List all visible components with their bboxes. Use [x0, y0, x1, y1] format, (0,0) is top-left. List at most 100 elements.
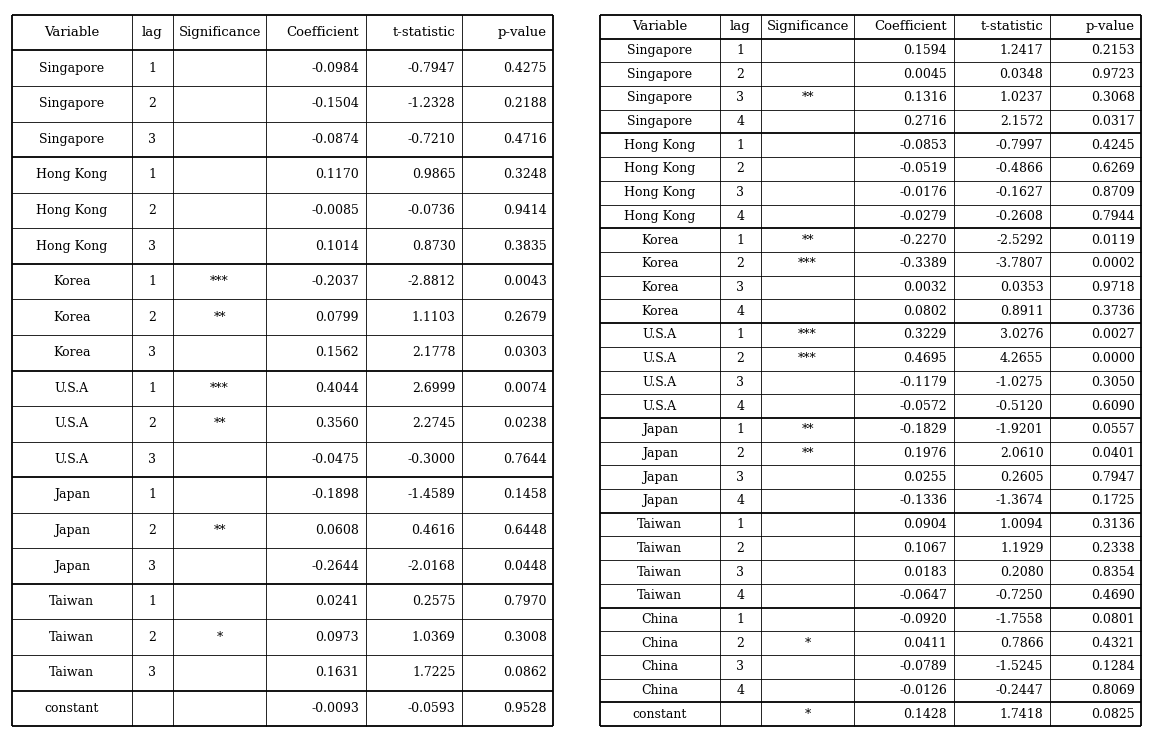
Text: -0.0984: -0.0984	[311, 62, 359, 75]
Text: 0.0027: 0.0027	[1092, 328, 1135, 342]
Text: Singapore: Singapore	[39, 133, 104, 146]
Text: p-value: p-value	[1086, 20, 1135, 33]
Text: -0.7210: -0.7210	[408, 133, 455, 146]
Text: -0.0789: -0.0789	[899, 660, 947, 674]
Text: 0.3736: 0.3736	[1091, 305, 1135, 318]
Text: Hong Kong: Hong Kong	[36, 204, 107, 217]
Text: 2: 2	[149, 97, 157, 110]
Text: 0.8354: 0.8354	[1091, 565, 1135, 579]
Text: Taiwan: Taiwan	[50, 595, 95, 608]
Text: 2.2745: 2.2745	[412, 417, 455, 431]
Text: 0.9718: 0.9718	[1092, 281, 1135, 294]
Text: 0.0045: 0.0045	[903, 67, 947, 81]
Text: 0.6090: 0.6090	[1091, 399, 1135, 413]
Text: -0.1829: -0.1829	[899, 423, 947, 436]
Text: -0.0475: -0.0475	[311, 453, 359, 466]
Text: 0.1170: 0.1170	[315, 168, 359, 182]
Text: Korea: Korea	[641, 281, 678, 294]
Text: Korea: Korea	[53, 310, 90, 324]
Text: U.S.A: U.S.A	[642, 376, 677, 389]
Text: Taiwan: Taiwan	[638, 589, 683, 602]
Text: 0.0043: 0.0043	[503, 275, 547, 288]
Text: 0.2338: 0.2338	[1091, 542, 1135, 555]
Text: 2: 2	[149, 631, 157, 644]
Text: China: China	[641, 684, 678, 697]
Text: ***: ***	[210, 275, 229, 288]
Text: China: China	[641, 637, 678, 650]
Text: **: **	[801, 447, 814, 460]
Text: 1: 1	[737, 233, 745, 247]
Text: Japan: Japan	[642, 447, 678, 460]
Text: -0.0736: -0.0736	[407, 204, 455, 217]
Text: 1.0369: 1.0369	[412, 631, 455, 644]
Text: 1.0237: 1.0237	[1000, 91, 1043, 104]
Text: 0.7644: 0.7644	[503, 453, 547, 466]
Text: 0.2188: 0.2188	[503, 97, 547, 110]
Text: 2: 2	[737, 447, 745, 460]
Text: 3: 3	[149, 453, 157, 466]
Text: -0.0176: -0.0176	[899, 186, 947, 199]
Text: 0.7866: 0.7866	[1000, 637, 1043, 650]
Text: -0.0853: -0.0853	[899, 139, 947, 152]
Text: 0.4044: 0.4044	[315, 382, 359, 395]
Text: -2.0168: -2.0168	[407, 559, 455, 573]
Text: Singapore: Singapore	[627, 44, 692, 57]
Text: 2: 2	[737, 637, 745, 650]
Text: 3: 3	[737, 186, 745, 199]
Text: 0.4695: 0.4695	[904, 352, 947, 365]
Text: Korea: Korea	[641, 233, 678, 247]
Text: U.S.A: U.S.A	[642, 352, 677, 365]
Text: -0.1504: -0.1504	[311, 97, 359, 110]
Text: 0.2153: 0.2153	[1092, 44, 1135, 57]
Text: 3: 3	[737, 376, 745, 389]
Text: 0.3008: 0.3008	[503, 631, 547, 644]
Text: 0.3560: 0.3560	[315, 417, 359, 431]
Text: -0.2608: -0.2608	[995, 210, 1043, 223]
Text: 1: 1	[149, 62, 157, 75]
Text: 0.1284: 0.1284	[1091, 660, 1135, 674]
Text: 0.3248: 0.3248	[503, 168, 547, 182]
Text: 2.6999: 2.6999	[412, 382, 455, 395]
Text: Taiwan: Taiwan	[50, 666, 95, 679]
Text: 1.7418: 1.7418	[1000, 708, 1043, 721]
Text: 4: 4	[737, 115, 745, 128]
Text: *: *	[805, 708, 811, 721]
Text: -2.5292: -2.5292	[996, 233, 1043, 247]
Text: -0.3389: -0.3389	[899, 257, 947, 270]
Text: 0.1976: 0.1976	[904, 447, 947, 460]
Text: 0.0973: 0.0973	[316, 631, 359, 644]
Text: -2.8812: -2.8812	[408, 275, 455, 288]
Text: 4: 4	[737, 305, 745, 318]
Text: 3: 3	[737, 565, 745, 579]
Text: 3.0276: 3.0276	[1000, 328, 1043, 342]
Text: Korea: Korea	[641, 257, 678, 270]
Text: 0.7944: 0.7944	[1092, 210, 1135, 223]
Text: 0.6448: 0.6448	[503, 524, 547, 537]
Text: Coefficient: Coefficient	[286, 26, 359, 39]
Text: 1.1929: 1.1929	[1000, 542, 1043, 555]
Text: 0.3835: 0.3835	[503, 239, 547, 253]
Text: 0.8709: 0.8709	[1092, 186, 1135, 199]
Text: -0.7947: -0.7947	[408, 62, 455, 75]
Text: 1.7225: 1.7225	[412, 666, 455, 679]
Text: 2: 2	[737, 67, 745, 81]
Text: U.S.A: U.S.A	[54, 453, 89, 466]
Text: 0.0000: 0.0000	[1091, 352, 1135, 365]
Text: 0.0802: 0.0802	[903, 305, 947, 318]
Text: -0.0920: -0.0920	[899, 613, 947, 626]
Text: 0.4245: 0.4245	[1092, 139, 1135, 152]
Text: U.S.A: U.S.A	[54, 417, 89, 431]
Text: -0.7250: -0.7250	[996, 589, 1043, 602]
Text: 0.8730: 0.8730	[412, 239, 455, 253]
Text: **: **	[801, 91, 814, 104]
Text: -0.0279: -0.0279	[899, 210, 947, 223]
Text: 0.0411: 0.0411	[903, 637, 947, 650]
Text: -0.0874: -0.0874	[311, 133, 359, 146]
Text: 0.0557: 0.0557	[1092, 423, 1135, 436]
Text: Japan: Japan	[642, 423, 678, 436]
Text: -0.7997: -0.7997	[996, 139, 1043, 152]
Text: 0.2575: 0.2575	[412, 595, 455, 608]
Text: t-statistic: t-statistic	[393, 26, 455, 39]
Text: Japan: Japan	[642, 494, 678, 508]
Text: -0.4866: -0.4866	[995, 162, 1043, 176]
